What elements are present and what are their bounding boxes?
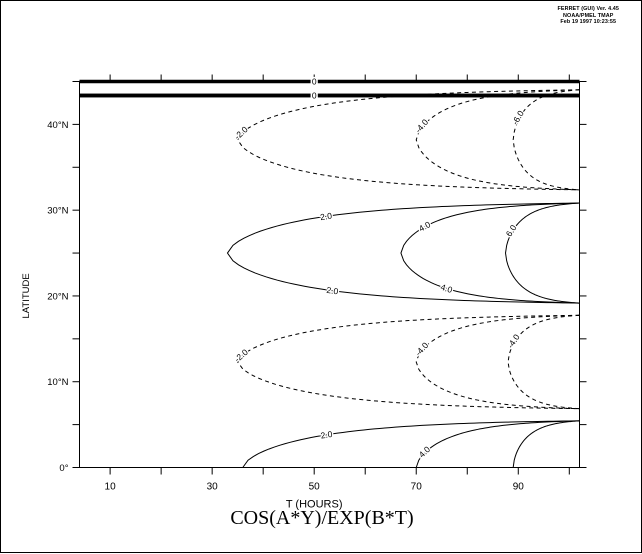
x-tick-label: 10 — [105, 482, 117, 493]
contour-band-12N-negative-0 — [237, 314, 580, 410]
x-tick-label: 90 — [513, 482, 525, 493]
x-axis-label: T (HOURS) — [286, 499, 343, 511]
contour-band-40N-negative-0 — [237, 89, 580, 191]
contour-band-0N-positive-2 — [512, 420, 580, 468]
x-tick-label: 30 — [207, 482, 219, 493]
contour-label-band-40N-negative-1: -4.0 — [413, 117, 430, 135]
contour-band-40N-negative-1 — [415, 89, 580, 191]
contour-label-band-0N-positive-1: 4.0 — [417, 444, 433, 460]
y-tick-label: 40°N — [47, 120, 68, 131]
contour-label-band-0N-positive-0: 2.0 — [320, 429, 334, 441]
y-tick-label: 0° — [59, 463, 68, 474]
contour-band-12N-negative-1 — [415, 314, 580, 410]
contour-band-0N-positive-1 — [415, 420, 580, 468]
contour-band-0N-positive-0 — [242, 420, 580, 468]
zero-contour-label-0: 0 — [312, 77, 317, 87]
plot-generated-content: 10 30 50 70 90 0° 10°N 20°N 30°N 40°N T (HOURS) LAT… — [21, 74, 587, 529]
contour-band-40N-negative-2 — [512, 89, 580, 191]
plot-frame — [79, 81, 580, 468]
x-tick-label: 70 — [411, 482, 423, 493]
contour-label-band-25N-positive-0: 2.0 — [320, 211, 333, 223]
contour-band-25N-positive-0 — [226, 202, 580, 304]
contour-label-band-25N-positive-1: 4.0 — [417, 219, 432, 234]
credit-timestamp-line: Feb 19 1997 10:23:55 — [560, 19, 617, 26]
credit-org-line: NOAA/PMEL TMAP — [563, 12, 614, 19]
contour-band-25N-positive-1 — [400, 202, 580, 304]
contour-band-12N-negative-2 — [507, 314, 580, 410]
y-tick-label: 30°N — [47, 206, 68, 217]
y-tick-label: 10°N — [47, 377, 68, 388]
zero-label-mask-0 — [310, 76, 318, 87]
x-tick-label: 50 — [309, 482, 321, 493]
zero-label-mask-3 — [310, 90, 318, 101]
credit-version-line: FERRET (GUI) Ver. 4.45 — [557, 6, 619, 12]
y-tick-label: 20°N — [47, 291, 68, 302]
contour-label-band-12N-negative-1: -4.0 — [413, 340, 430, 358]
contour-label-band-12N-negative-2: -4.0 — [505, 332, 522, 350]
y-axis-label: LATITUDE — [21, 273, 32, 318]
zero-contour-label-3: 0 — [312, 91, 317, 101]
contour-label-band-40N-negative-0: -2.0 — [232, 124, 250, 141]
contour-label-band-25N-positive-3: 2.0 — [326, 285, 339, 297]
contour-label-band-12N-negative-0: -2.0 — [232, 347, 250, 364]
ferret-credit-block: FERRET (GUI) Ver. 4.45 NOAA/PMEL TMAP Fe… — [557, 6, 619, 26]
plot-title: COS(A*Y)/EXP(B*T) — [230, 507, 413, 529]
contour-band-25N-positive-2 — [505, 202, 580, 304]
contour-label-band-25N-positive-4: 4.0 — [439, 282, 454, 295]
